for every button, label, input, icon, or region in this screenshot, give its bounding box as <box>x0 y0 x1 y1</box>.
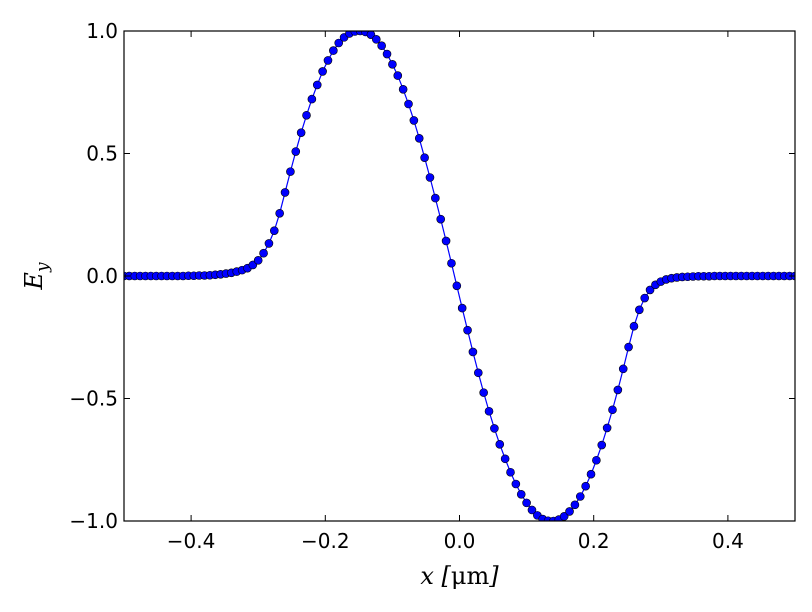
data-point <box>522 498 531 508</box>
y-tick-label: 0.0 <box>86 264 118 288</box>
data-point <box>516 489 526 499</box>
x-axis-label: x [μm] <box>420 562 499 590</box>
data-point <box>484 406 494 416</box>
data-point <box>629 321 639 331</box>
data-point <box>404 99 413 109</box>
data-point <box>269 226 279 235</box>
data-point <box>414 134 424 143</box>
data-point <box>312 80 322 90</box>
data-point <box>527 505 537 515</box>
data-point <box>559 512 569 521</box>
data-point <box>490 424 499 433</box>
data-point <box>409 116 419 125</box>
data-point <box>264 239 274 248</box>
data-point <box>318 67 327 76</box>
data-point <box>377 41 386 51</box>
series-layer <box>124 31 795 521</box>
data-point <box>581 481 590 491</box>
data-point <box>624 342 633 352</box>
data-point <box>382 49 392 59</box>
data-point <box>452 281 462 291</box>
data-point <box>618 364 628 374</box>
data-point <box>259 248 268 258</box>
data-point <box>468 347 478 357</box>
data-point <box>506 467 515 477</box>
data-point <box>436 214 446 224</box>
data-point <box>495 440 505 449</box>
data-point <box>286 167 295 176</box>
data-point <box>586 469 596 479</box>
data-point <box>473 368 483 378</box>
data-point <box>597 440 607 450</box>
data-point <box>602 423 612 433</box>
x-tick-label: 0.0 <box>444 529 476 553</box>
data-point <box>323 56 333 65</box>
data-point <box>457 303 467 313</box>
data-point <box>441 236 451 246</box>
data-point <box>307 94 317 104</box>
y-tick-label: −0.5 <box>69 387 118 411</box>
data-point <box>291 147 301 156</box>
x-tick-label: −0.4 <box>167 529 216 553</box>
y-tick-label: −1.0 <box>69 509 118 533</box>
data-point <box>463 325 472 335</box>
data-point <box>645 285 655 295</box>
data-point <box>479 388 488 397</box>
y-tick-label: 0.5 <box>86 142 118 166</box>
data-point <box>253 256 263 265</box>
data-point <box>575 492 585 501</box>
x-tick-label: −0.2 <box>301 529 350 553</box>
ticks-layer: −0.4 −0.2 0.0 0.2 0.4 −1.0 −0.5 0.0 0.5 1.0 <box>69 19 795 553</box>
data-point <box>447 258 456 268</box>
data-point <box>329 46 338 55</box>
data-point <box>635 305 644 315</box>
x-tick-label: 0.4 <box>712 529 744 553</box>
data-point <box>592 455 601 465</box>
x-tick-label: 0.2 <box>578 529 610 553</box>
data-point <box>570 500 580 510</box>
data-point <box>388 60 397 69</box>
data-point <box>500 454 510 464</box>
data-point <box>275 208 284 218</box>
data-point <box>371 35 381 44</box>
data-point <box>280 188 290 197</box>
data-point <box>608 405 617 415</box>
data-point <box>334 38 344 48</box>
data-point <box>302 110 311 120</box>
data-point <box>425 173 435 182</box>
plot-area <box>124 31 795 521</box>
data-point <box>431 193 440 203</box>
data-point <box>511 479 521 489</box>
data-point <box>640 293 650 303</box>
data-point <box>420 153 429 162</box>
data-point <box>565 507 574 516</box>
data-point <box>613 385 623 395</box>
data-point <box>398 85 408 94</box>
data-point <box>296 128 306 137</box>
data-point <box>393 71 403 80</box>
y-tick-label: 1.0 <box>86 19 118 43</box>
